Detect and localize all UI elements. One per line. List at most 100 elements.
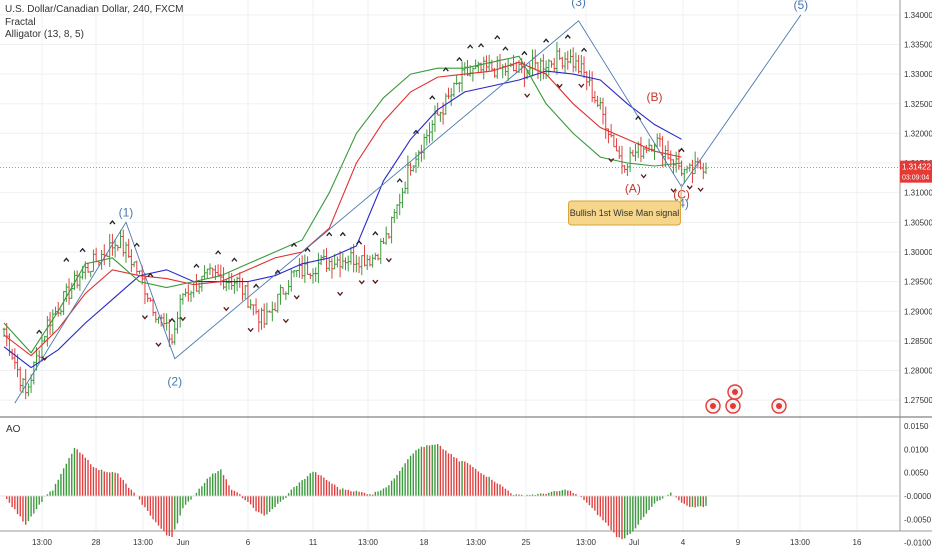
fractal-up-marker: [467, 44, 474, 49]
fractal-down-marker: [686, 185, 693, 190]
alligator-lips-line: [3, 55, 682, 354]
wave-label: (C): [673, 188, 690, 202]
fractal-down-marker: [556, 83, 563, 89]
ohlc-bar: [260, 307, 263, 330]
event-flag-icon: [771, 398, 787, 414]
ohlc-bar: [457, 81, 461, 93]
ohlc-bar: [317, 252, 320, 284]
ohlc-bar: [677, 149, 681, 170]
y-tick-label: 1.32500: [904, 100, 932, 109]
ohlc-bar: [593, 90, 597, 104]
ohlc-bar: [363, 245, 366, 267]
ohlc-bar: [37, 350, 41, 363]
ohlc-bar: [138, 270, 141, 275]
ohlc-bar: [192, 280, 196, 298]
alligator-teeth-line: [3, 61, 682, 357]
symbol-title: U.S. Dollar/Canadian Dollar, 240, FXCM: [5, 4, 184, 15]
ohlc-bar: [295, 269, 299, 277]
ohlc-bar: [474, 59, 478, 70]
ohlc-bar: [371, 254, 375, 268]
ohlc-bar: [157, 316, 160, 324]
ohlc-bar: [376, 253, 380, 261]
fractal-down-marker: [524, 93, 531, 98]
ohlc-bar: [672, 159, 675, 175]
fractal-up-marker: [564, 34, 571, 39]
ohlc-bar: [143, 273, 147, 305]
ohlc-bar: [13, 348, 17, 370]
ohlc-bar: [422, 133, 426, 160]
ohlc-bar: [360, 255, 364, 276]
fractal-up-marker: [63, 257, 70, 262]
ohlc-bar: [379, 238, 383, 264]
ohlc-bar: [574, 52, 578, 72]
ao-y-tick-label: -0.0050: [904, 515, 932, 524]
ohlc-bar: [663, 145, 667, 168]
ohlc-bar: [425, 129, 429, 146]
x-tick-label: 4: [681, 538, 686, 547]
ohlc-bar: [216, 264, 220, 276]
ohlc-bar: [214, 265, 217, 280]
ohlc-bar: [344, 257, 347, 271]
y-tick-label: 1.28500: [904, 337, 932, 346]
ohlc-bar: [533, 49, 537, 71]
y-tick-label: 1.28000: [904, 367, 932, 376]
ohlc-bar: [24, 369, 28, 400]
ohlc-bar: [292, 269, 296, 278]
y-tick-label: 1.33000: [904, 70, 932, 79]
ohlc-bar: [308, 273, 312, 280]
ohlc-bar: [601, 97, 605, 125]
ohlc-bar: [579, 54, 583, 75]
ohlc-bar: [566, 50, 570, 70]
ohlc-bar: [311, 268, 315, 284]
ohlc-bar: [433, 105, 437, 132]
ohlc-bar: [254, 298, 258, 315]
ohlc-bar: [116, 244, 120, 251]
ao-y-tick-label: 0.0050: [904, 469, 929, 478]
wave-label: (2): [167, 374, 182, 388]
x-tick-label: 18: [420, 538, 429, 547]
ohlc-bar: [121, 229, 125, 257]
ohlc-bar: [495, 56, 499, 79]
ohlc-bar: [552, 57, 556, 73]
fractal-down-marker: [337, 291, 344, 297]
fractal-up-marker: [36, 329, 43, 334]
ohlc-bar: [127, 238, 131, 258]
fractal-down-marker: [282, 318, 289, 324]
fractal-up-marker: [169, 317, 176, 323]
fractal-up-marker: [304, 247, 311, 252]
ohlc-bar: [661, 136, 665, 168]
ohlc-bar: [330, 258, 334, 279]
x-tick-label: 28: [92, 538, 101, 547]
ohlc-bar: [409, 162, 412, 176]
ohlc-bar: [94, 247, 98, 263]
ohlc-bar: [246, 281, 250, 308]
ohlc-bar: [506, 58, 510, 81]
ohlc-bar: [438, 111, 442, 122]
ohlc-bar: [555, 41, 559, 75]
x-tick-label: Jul: [629, 538, 639, 547]
ohlc-bar: [8, 333, 11, 356]
ohlc-bar: [178, 294, 182, 328]
ohlc-bar: [181, 293, 185, 305]
ohlc-bar: [124, 241, 128, 263]
fractal-up-marker: [109, 220, 116, 225]
ohlc-bar: [289, 269, 293, 292]
ohlc-bar: [184, 288, 187, 297]
ohlc-bar: [615, 138, 618, 152]
ao-y-tick-label: -0.0100: [904, 539, 932, 548]
fractal-up-marker: [356, 240, 363, 245]
ohlc-bar: [390, 216, 393, 244]
ohlc-bar: [314, 267, 318, 282]
fractal-up-marker: [193, 263, 200, 268]
ohlc-bar: [539, 57, 543, 81]
ohlc-bar: [325, 248, 328, 272]
ohlc-bar: [243, 284, 247, 299]
ohlc-bar: [251, 304, 255, 316]
y-tick-label: 1.29000: [904, 307, 932, 316]
ohlc-bar: [29, 374, 33, 393]
fractal-up-marker: [429, 95, 436, 100]
ohlc-bar: [59, 308, 63, 316]
price-badge-countdown: 03:09:04: [902, 175, 929, 182]
